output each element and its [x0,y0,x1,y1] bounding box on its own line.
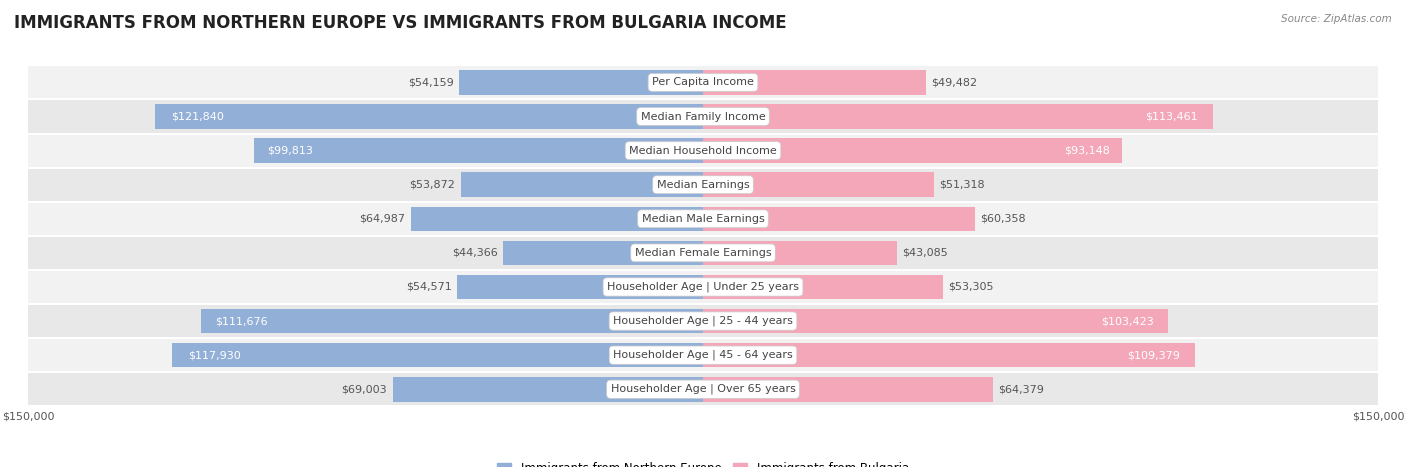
Bar [173,343,703,368]
Bar [703,138,1122,163]
Text: $93,148: $93,148 [1064,146,1109,156]
Bar [254,138,703,163]
Text: Median Female Earnings: Median Female Earnings [634,248,772,258]
Text: Median Household Income: Median Household Income [628,146,778,156]
Bar [155,104,703,129]
Text: Householder Age | Over 65 years: Householder Age | Over 65 years [610,384,796,395]
Text: $117,930: $117,930 [188,350,240,360]
Text: $54,159: $54,159 [408,78,454,87]
Bar [457,275,703,299]
Bar [28,65,1378,99]
Text: Householder Age | 25 - 44 years: Householder Age | 25 - 44 years [613,316,793,326]
Text: Householder Age | Under 25 years: Householder Age | Under 25 years [607,282,799,292]
Bar [28,168,1378,202]
Text: Median Male Earnings: Median Male Earnings [641,214,765,224]
Bar [703,104,1213,129]
Bar [703,377,993,402]
Bar [28,134,1378,168]
Text: $111,676: $111,676 [215,316,269,326]
Text: $43,085: $43,085 [903,248,948,258]
Text: Per Capita Income: Per Capita Income [652,78,754,87]
Text: $121,840: $121,840 [172,112,224,121]
Text: $103,423: $103,423 [1102,316,1154,326]
Bar [28,372,1378,406]
Text: $69,003: $69,003 [342,384,387,394]
Bar [411,206,703,231]
Bar [28,304,1378,338]
Text: $54,571: $54,571 [406,282,453,292]
Bar [392,377,703,402]
Bar [703,343,1195,368]
Text: $44,366: $44,366 [453,248,498,258]
Text: $60,358: $60,358 [980,214,1025,224]
Bar [703,70,925,95]
Text: Median Earnings: Median Earnings [657,180,749,190]
Text: $113,461: $113,461 [1146,112,1198,121]
Text: Source: ZipAtlas.com: Source: ZipAtlas.com [1281,14,1392,24]
Text: IMMIGRANTS FROM NORTHERN EUROPE VS IMMIGRANTS FROM BULGARIA INCOME: IMMIGRANTS FROM NORTHERN EUROPE VS IMMIG… [14,14,787,32]
Text: $51,318: $51,318 [939,180,986,190]
Bar [703,241,897,265]
Legend: Immigrants from Northern Europe, Immigrants from Bulgaria: Immigrants from Northern Europe, Immigra… [496,462,910,467]
Bar [703,309,1168,333]
Text: $109,379: $109,379 [1128,350,1181,360]
Bar [703,275,943,299]
Bar [503,241,703,265]
Text: $53,872: $53,872 [409,180,456,190]
Bar [460,70,703,95]
Bar [461,172,703,197]
Text: $53,305: $53,305 [948,282,994,292]
Text: $64,987: $64,987 [359,214,405,224]
Bar [28,236,1378,270]
Bar [28,202,1378,236]
Bar [703,172,934,197]
Text: $64,379: $64,379 [998,384,1043,394]
Text: $49,482: $49,482 [931,78,977,87]
Bar [28,99,1378,134]
Text: $99,813: $99,813 [267,146,314,156]
Bar [201,309,703,333]
Bar [28,270,1378,304]
Text: Householder Age | 45 - 64 years: Householder Age | 45 - 64 years [613,350,793,361]
Bar [28,338,1378,372]
Text: Median Family Income: Median Family Income [641,112,765,121]
Bar [703,206,974,231]
